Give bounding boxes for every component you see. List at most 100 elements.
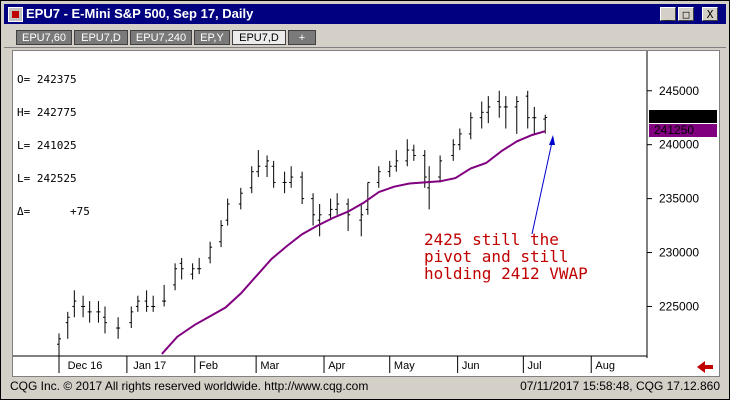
x-axis-tick-label: Apr [328,360,345,372]
tab-epu7-240[interactable]: EPU7,240 [130,30,192,45]
price-bar [497,90,502,118]
price-bar [289,166,294,188]
price-bar [179,257,184,280]
price-bar [282,171,287,194]
last-price-label: 242525 [654,109,694,123]
price-bar [376,166,381,188]
price-bar [411,144,416,161]
price-bar [135,295,140,312]
price-bar [219,220,224,248]
price-bar [238,187,243,210]
tab-epu7-d[interactable]: EPU7,D [74,30,128,45]
price-bar [271,160,276,188]
x-axis-tick-label: Jul [528,360,542,372]
price-bar [173,263,178,291]
price-bars [56,90,548,361]
price-bar [438,155,443,183]
price-bar [162,284,167,307]
price-bar [486,96,491,124]
tab-epu7-60[interactable]: EPU7,60 [16,30,72,45]
price-bar [151,295,156,312]
y-axis-tick-label: 245000 [659,84,699,98]
price-bar [311,193,316,226]
price-bar [457,128,462,151]
price-bar [359,204,364,237]
annotation-pointer-line [531,141,553,235]
status-bar: CQG Inc. © 2017 All rights reserved worl… [4,377,726,395]
vwap-line [161,130,546,355]
tab-epu7-d-active[interactable]: EPU7,D [232,30,286,45]
last-price-box [649,110,717,123]
vwap-price-label: 241250 [654,123,694,137]
minimize-button[interactable]: _ [660,7,676,21]
price-bar [87,301,92,323]
price-bar [300,171,305,204]
price-bar [256,150,261,178]
timestamp-version-text: 07/11/2017 15:58:48, CQG 17.12.860 [520,379,720,393]
open-readout: O= 242375 [17,73,77,86]
price-bar [451,139,456,161]
price-bar [405,139,410,167]
price-bar [317,204,322,237]
price-bar [525,90,530,129]
price-bar [56,333,61,361]
ohlc-readout: O= 242375 H= 242775 L= 241025 L= 242525 … [17,52,90,239]
price-bar [144,290,149,312]
price-bar [96,301,101,323]
y-axis-tick-label: 240000 [659,138,699,152]
annotation-pointer-arrowhead [549,135,555,145]
price-bar [72,290,77,318]
copyright-text: CQG Inc. © 2017 All rights reserved worl… [10,379,369,393]
price-bar [335,193,340,215]
price-bar [249,166,254,194]
price-bar [503,96,508,129]
tab-bar: EPU7,60 EPU7,D EPU7,240 EP,Y EPU7,D + [4,27,726,48]
x-axis-tick-label: Jun [462,360,480,372]
price-bar [514,96,519,134]
add-tab-button[interactable]: + [288,30,316,45]
y-axis-tick-label: 225000 [659,299,699,313]
price-bar [468,112,473,140]
window-title: EPU7 - E-Mini S&P 500, Sep 17, Daily [26,6,254,21]
y-axis-tick-label: 230000 [659,246,699,260]
price-bar [394,150,399,172]
price-axis: 245000 240000 235000 230000 225000 [647,84,699,313]
price-bar [427,166,432,210]
price-bar [208,241,213,264]
price-bar [190,263,195,280]
high-readout: H= 242775 [17,106,77,119]
change-readout: Δ= +75 [17,205,90,218]
price-bar [225,198,230,226]
x-axis-tick-label: Feb [199,360,218,372]
low-readout: L= 241025 [17,139,77,152]
price-chart[interactable]: 245000 240000 235000 230000 225000 Dec 16 Jan… [1,1,729,379]
price-bar [346,198,351,231]
annotation-line-2: pivot and still [424,247,569,266]
title-bar[interactable]: EPU7 - E-Mini S&P 500, Sep 17, Daily _ □… [4,4,726,24]
x-axis-tick-label: Dec 16 [68,360,103,372]
y-axis-tick-label: 235000 [659,192,699,206]
annotation-line-3: holding 2412 VWAP [424,264,588,283]
app-icon[interactable] [8,7,23,22]
x-axis-tick-label: Mar [260,360,279,372]
maximize-button[interactable]: □ [678,7,694,21]
x-axis-tick-label: Jan 17 [133,360,166,372]
price-bar [532,106,537,134]
price-bar [265,155,270,178]
vwap-price-box [649,124,717,137]
tab-ep-y[interactable]: EP,Y [194,30,230,45]
price-bar [197,257,202,275]
price-bar [129,306,134,329]
price-bar [387,160,392,178]
x-axis-tick-label: Aug [595,360,615,372]
price-bar [102,306,107,334]
x-axis-tick-label: May [394,360,415,372]
price-bar [328,198,333,221]
price-bar [116,317,121,339]
price-bar [65,311,70,339]
close-button[interactable]: X [702,7,718,21]
time-axis: Dec 16 Jan 17 Feb Mar Apr May Jun Jul Aug [58,356,615,373]
left-arrow-icon[interactable] [697,361,713,373]
price-bar [479,101,484,129]
